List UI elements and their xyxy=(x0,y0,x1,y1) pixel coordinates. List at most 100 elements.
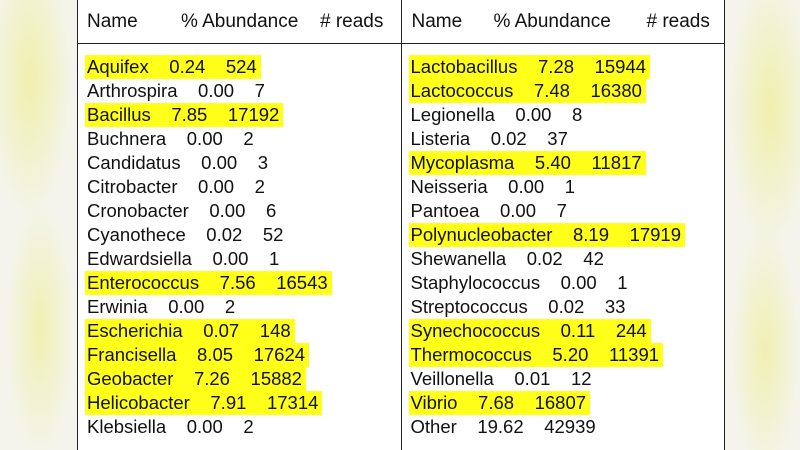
table-row: Thermococcus 5.20 11391 xyxy=(402,343,725,367)
abundance-value: 7.28 xyxy=(538,56,575,77)
reads-value: 37 xyxy=(547,128,568,149)
reads-value: 2 xyxy=(243,416,254,437)
reads-value: 1 xyxy=(617,272,628,293)
header-reads: # reads xyxy=(320,11,384,32)
abundance-value: 0.02 xyxy=(548,296,585,317)
genus-name: Streptococcus xyxy=(410,296,528,317)
table-row: Shewanella 0.02 42 xyxy=(402,247,725,271)
genus-name: Escherichia xyxy=(87,320,183,341)
table-row: Streptococcus 0.02 33 xyxy=(402,295,725,319)
genus-name: Staphylococcus xyxy=(410,272,541,293)
abundance-value: 0.07 xyxy=(203,320,240,341)
table-row: Enterococcus 7.56 16543 xyxy=(78,271,401,295)
row-content: Thermococcus 5.20 11391 xyxy=(408,343,664,367)
genus-name: Klebsiella xyxy=(87,416,167,437)
reads-value: 1 xyxy=(564,176,576,197)
table-row: Legionella 0.00 8 xyxy=(402,103,725,127)
row-content: Synechococcus 0.11 244 xyxy=(408,319,651,343)
row-content: Enterococcus 7.56 16543 xyxy=(85,271,332,295)
abundance-value: 0.00 xyxy=(508,176,545,197)
genus-name: Cyanothece xyxy=(87,224,186,245)
reads-value: 2 xyxy=(224,296,236,317)
genus-name: Lactobacillus xyxy=(410,56,518,77)
genus-name: Cronobacter xyxy=(87,200,189,221)
reads-value: 15882 xyxy=(250,368,302,389)
table-row: Polynucleobacter 8.19 17919 xyxy=(402,223,725,247)
reads-value: 6 xyxy=(265,200,277,221)
table-row: Listeria 0.02 37 xyxy=(402,127,725,151)
abundance-value: 0.00 xyxy=(198,80,235,101)
abundance-value: 0.02 xyxy=(526,248,563,269)
genus-name: Edwardsiella xyxy=(87,248,192,269)
row-content: Lactobacillus 7.28 15944 xyxy=(408,55,651,79)
abundance-value: 0.02 xyxy=(490,128,527,149)
table-row: Francisella 8.05 17624 xyxy=(78,343,401,367)
row-content: Francisella 8.05 17624 xyxy=(85,343,310,367)
genus-name: Shewanella xyxy=(410,248,507,269)
genus-name: Synechococcus xyxy=(410,320,541,341)
genus-name: Citrobacter xyxy=(87,176,178,197)
table-row: Bacillus 7.85 17192 xyxy=(78,103,401,127)
genus-name: Neisseria xyxy=(410,176,488,197)
reads-value: 244 xyxy=(615,320,647,341)
genus-name: Pantoea xyxy=(410,200,480,221)
right-header: Name % Abundance # reads xyxy=(401,0,724,44)
abundance-value: 19.62 xyxy=(477,416,524,437)
table-row: Buchnera 0.00 2 xyxy=(78,127,401,151)
genus-name: Aquifex xyxy=(87,56,149,77)
row-content: Vibrio 7.68 16807 xyxy=(408,391,591,415)
table-row: Arthrospira 0.00 7 xyxy=(78,79,401,103)
row-content: Erwinia 0.00 2 xyxy=(87,295,235,319)
reads-value: 17192 xyxy=(227,104,280,125)
genus-name: Candidatus xyxy=(87,152,181,173)
genus-name: Mycoplasma xyxy=(410,152,515,173)
reads-value: 1 xyxy=(269,248,280,269)
row-content: Cyanothece 0.02 52 xyxy=(87,223,283,247)
reads-value: 17919 xyxy=(629,224,682,245)
table-row: Mycoplasma 5.40 11817 xyxy=(402,151,725,175)
abundance-value: 8.05 xyxy=(197,344,234,365)
reads-value: 16807 xyxy=(534,392,587,413)
row-content: Helicobacter 7.91 17314 xyxy=(85,391,323,415)
header-name: Name xyxy=(411,11,463,32)
reads-value: 42 xyxy=(583,248,604,269)
row-content: Candidatus 0.00 3 xyxy=(87,151,268,175)
abundance-value: 5.40 xyxy=(534,152,571,173)
table-row: Klebsiella 0.00 2 xyxy=(78,415,401,439)
genus-name: Arthrospira xyxy=(87,80,178,101)
row-content: Other 19.62 42939 xyxy=(411,415,596,439)
genus-name: Bacillus xyxy=(87,104,151,125)
abundance-value: 0.00 xyxy=(186,128,223,149)
reads-value: 7 xyxy=(556,200,567,221)
genus-name: Francisella xyxy=(87,344,177,365)
table-row: Aquifex 0.24 524 xyxy=(78,55,401,79)
left-rows: Aquifex 0.24 524 Arthrospira 0.00 7 Bacill… xyxy=(78,55,401,439)
table-row: Cyanothece 0.02 52 xyxy=(78,223,401,247)
abundance-value: 0.01 xyxy=(514,368,551,389)
row-content: Pantoea 0.00 7 xyxy=(411,199,567,223)
reads-value: 11817 xyxy=(591,152,642,173)
row-content: Bacillus 7.85 17192 xyxy=(85,103,284,127)
table-row: Other 19.62 42939 xyxy=(402,415,725,439)
table-row: Pantoea 0.00 7 xyxy=(402,199,725,223)
row-content: Geobacter 7.26 15882 xyxy=(85,367,306,391)
reads-value: 11391 xyxy=(608,344,660,365)
reads-value: 16380 xyxy=(590,80,642,101)
table-row: Edwardsiella 0.00 1 xyxy=(78,247,401,271)
row-content: Polynucleobacter 8.19 17919 xyxy=(408,223,686,247)
reads-value: 148 xyxy=(259,320,291,341)
abundance-value: 5.20 xyxy=(552,344,589,365)
table-row: Helicobacter 7.91 17314 xyxy=(78,391,401,415)
table-row: Synechococcus 0.11 244 xyxy=(402,319,725,343)
reads-value: 2 xyxy=(243,128,254,149)
reads-value: 17624 xyxy=(253,344,306,365)
abundance-value: 7.85 xyxy=(171,104,208,125)
genus-name: Other xyxy=(410,416,457,437)
row-content: Mycoplasma 5.40 11817 xyxy=(408,151,646,175)
reads-value: 17314 xyxy=(266,392,319,413)
row-content: Buchnera 0.00 2 xyxy=(87,127,254,151)
abundance-value: 0.00 xyxy=(198,176,235,197)
genus-name: Thermococcus xyxy=(410,344,532,365)
genus-name: Veillonella xyxy=(410,368,494,389)
row-content: Shewanella 0.02 42 xyxy=(411,247,604,271)
